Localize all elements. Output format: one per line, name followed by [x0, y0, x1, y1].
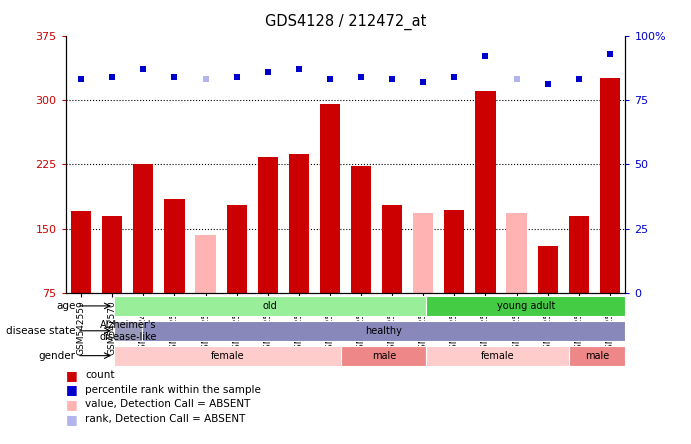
Bar	[569, 216, 589, 293]
Bar	[507, 213, 527, 293]
Text: female: female	[211, 351, 245, 361]
Text: rank, Detection Call = ABSENT: rank, Detection Call = ABSENT	[85, 414, 245, 424]
Bar	[258, 158, 278, 293]
Bar	[320, 104, 340, 293]
Text: healthy: healthy	[366, 326, 402, 336]
Bar	[164, 198, 184, 293]
Text: old: old	[263, 301, 278, 311]
Bar	[102, 216, 122, 293]
Text: ■: ■	[66, 369, 77, 382]
Bar	[71, 211, 91, 293]
Bar	[142, 321, 625, 341]
Bar	[475, 91, 495, 293]
Text: ■: ■	[66, 412, 77, 426]
Bar	[413, 213, 433, 293]
Bar	[600, 79, 620, 293]
Text: value, Detection Call = ABSENT: value, Detection Call = ABSENT	[85, 400, 250, 409]
Bar	[114, 345, 341, 366]
Bar	[426, 296, 625, 316]
Text: disease state: disease state	[6, 326, 75, 336]
Bar	[114, 296, 426, 316]
Bar	[351, 166, 371, 293]
Text: Alzheimer's
disease-like: Alzheimer's disease-like	[100, 320, 157, 341]
Bar	[289, 154, 309, 293]
Text: male: male	[372, 351, 396, 361]
Bar	[426, 345, 569, 366]
Text: count: count	[85, 370, 115, 380]
Bar	[538, 246, 558, 293]
Bar	[382, 205, 402, 293]
Text: female: female	[481, 351, 514, 361]
Text: age: age	[56, 301, 75, 311]
Bar	[569, 345, 625, 366]
Bar	[114, 321, 142, 341]
Text: young adult: young adult	[497, 301, 555, 311]
Bar	[444, 210, 464, 293]
Text: percentile rank within the sample: percentile rank within the sample	[85, 385, 261, 395]
Text: ■: ■	[66, 398, 77, 411]
Bar	[341, 345, 426, 366]
Text: gender: gender	[39, 351, 75, 361]
Text: GDS4128 / 212472_at: GDS4128 / 212472_at	[265, 13, 426, 29]
Text: male: male	[585, 351, 609, 361]
Text: ■: ■	[66, 383, 77, 396]
Bar	[196, 235, 216, 293]
Bar	[133, 164, 153, 293]
Bar	[227, 205, 247, 293]
